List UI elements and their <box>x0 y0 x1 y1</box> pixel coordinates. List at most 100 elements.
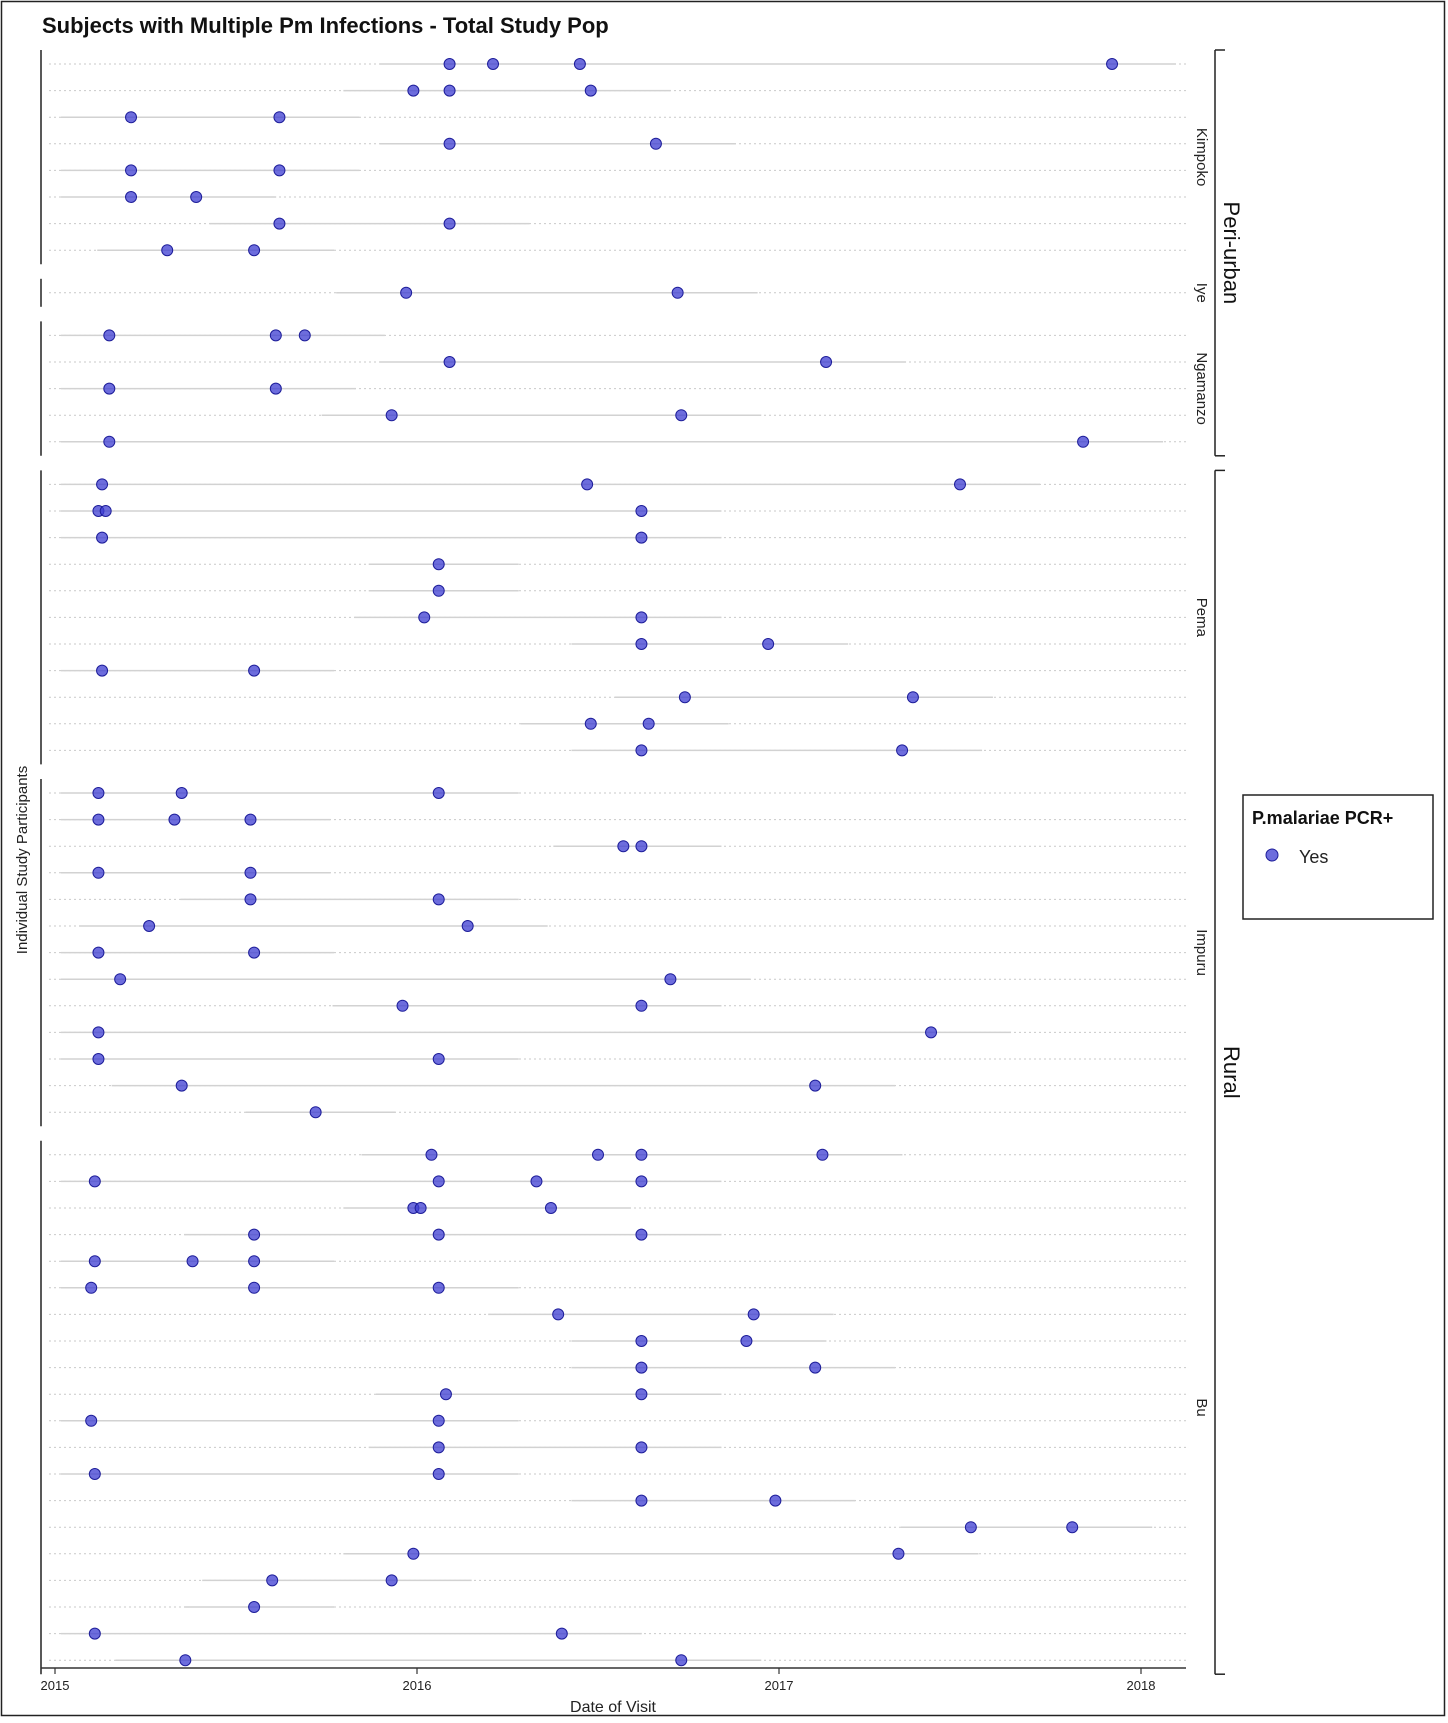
data-point <box>103 435 116 448</box>
data-point <box>248 1255 261 1268</box>
data-point <box>85 1414 98 1427</box>
data-point <box>664 973 677 986</box>
site-label: Ngamanzo <box>1193 352 1210 425</box>
site-label: Bu <box>1193 1398 1210 1416</box>
data-point <box>273 111 286 124</box>
data-point <box>635 638 648 650</box>
data-point <box>584 717 597 730</box>
data-point <box>809 1361 822 1374</box>
data-point <box>248 1281 261 1294</box>
legend-entry-yes: Yes <box>1299 847 1328 867</box>
data-point <box>762 638 775 650</box>
data-point <box>248 664 261 677</box>
data-point <box>635 1148 648 1161</box>
data-point <box>635 1361 648 1374</box>
data-point <box>635 1175 648 1188</box>
data-point <box>740 1335 753 1347</box>
data-point <box>114 973 127 986</box>
data-point <box>175 787 188 799</box>
data-point <box>432 1228 445 1241</box>
data-point <box>964 1521 977 1534</box>
chart-title: Subjects with Multiple Pm Infections - T… <box>42 13 609 38</box>
data-point <box>266 1574 279 1587</box>
data-point <box>385 1574 398 1587</box>
data-point <box>179 1654 192 1667</box>
data-point <box>432 893 445 906</box>
data-point <box>581 478 594 491</box>
data-point <box>925 1026 938 1039</box>
data-point <box>432 1175 445 1188</box>
data-point <box>530 1175 543 1188</box>
legend: P.malariae PCR+ Yes <box>1242 794 1434 920</box>
data-point <box>1066 1521 1079 1534</box>
data-point <box>92 1053 105 1065</box>
data-point <box>396 999 409 1012</box>
x-axis-label: Date of Visit <box>570 1699 657 1716</box>
data-point <box>635 1494 648 1507</box>
data-point <box>407 1547 420 1560</box>
data-point <box>544 1202 557 1214</box>
data-point <box>809 1079 822 1092</box>
data-point <box>432 584 445 597</box>
data-point <box>675 409 688 422</box>
data-point <box>248 946 261 959</box>
x-tick-label: 2015 <box>41 1678 70 1693</box>
data-point <box>425 1148 438 1161</box>
data-point <box>816 1148 829 1161</box>
data-point <box>592 1148 604 1161</box>
data-point <box>385 409 398 422</box>
data-point <box>88 1468 101 1480</box>
data-point <box>96 664 109 677</box>
data-point <box>103 382 116 395</box>
site-label: Iye <box>1193 283 1210 303</box>
data-point <box>414 1202 427 1214</box>
data-point <box>99 505 112 517</box>
data-point <box>298 329 311 342</box>
data-point <box>635 999 648 1012</box>
data-point <box>1077 435 1090 448</box>
data-point <box>906 691 919 704</box>
data-point <box>635 744 648 757</box>
data-point <box>186 1255 199 1268</box>
data-point <box>954 478 966 491</box>
data-point <box>443 217 456 230</box>
data-point <box>635 1441 648 1454</box>
data-point <box>1106 58 1119 70</box>
data-point <box>248 1601 261 1613</box>
data-point <box>244 866 257 879</box>
data-point <box>461 920 474 932</box>
data-point <box>88 1175 101 1188</box>
data-point <box>443 137 456 150</box>
data-point <box>161 244 174 257</box>
data-point <box>635 531 648 544</box>
data-point <box>443 356 456 368</box>
stratum-label: Peri-urban <box>1219 202 1244 305</box>
data-point <box>635 1388 648 1401</box>
data-point <box>555 1627 568 1640</box>
data-point <box>432 1414 445 1427</box>
data-point <box>432 558 445 571</box>
data-point <box>432 1468 445 1480</box>
data-point <box>678 691 691 704</box>
data-point <box>573 58 586 70</box>
data-point <box>432 1053 445 1065</box>
data-point <box>747 1308 760 1321</box>
x-tick-label: 2016 <box>403 1678 432 1693</box>
data-point <box>675 1654 688 1667</box>
data-point <box>443 58 456 70</box>
stratum-label: Rural <box>1219 1046 1244 1099</box>
data-point <box>125 191 138 203</box>
legend-title: P.malariae PCR+ <box>1252 808 1393 828</box>
x-tick-label: 2018 <box>1127 1678 1156 1693</box>
data-point <box>617 840 630 853</box>
data-point <box>244 813 257 826</box>
data-point <box>88 1627 101 1640</box>
data-point <box>125 111 138 124</box>
data-point <box>190 191 203 203</box>
data-point <box>96 478 109 491</box>
data-point <box>248 244 261 257</box>
data-point <box>407 84 420 97</box>
data-point <box>92 787 105 799</box>
